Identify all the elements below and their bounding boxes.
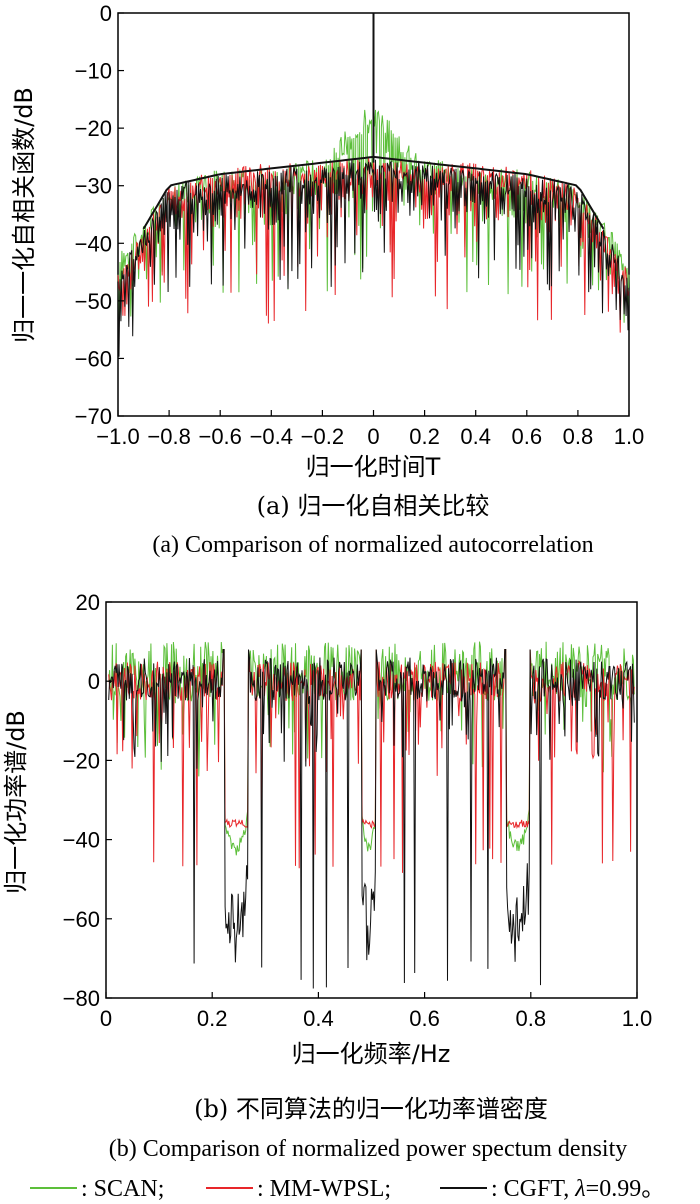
y-tick-label: −40 <box>63 828 100 853</box>
autocorrelation-chart: −1.0 −0.8 −0.6 −0.4 −0.2 0 0.2 0.4 0.6 0.8 1.0 0−1… <box>10 1 644 558</box>
x-tick-label: −0.4 <box>250 424 293 449</box>
legend-label-scan: : SCAN; <box>81 1176 164 1202</box>
x-axis-label: 归一化频率/Hz <box>292 1040 451 1068</box>
cgft-series-line <box>108 649 635 989</box>
y-tick-labels: 0 −10 −20 −30 −40 −50 −60 −70 <box>75 1 124 429</box>
y-tick-label: −10 <box>75 59 112 84</box>
y-tick-label: −30 <box>75 174 112 199</box>
y-tick-labels: 20 0 −20 −40 −60 −80 <box>63 590 112 1011</box>
cgft-series-line <box>117 159 630 357</box>
y-tick-label: −60 <box>63 907 100 932</box>
x-tick-label: 0 <box>367 424 379 449</box>
x-tick-label: −1.0 <box>96 424 139 449</box>
y-axis-label: 归一一化自相关函数/dB <box>10 87 38 343</box>
x-tick-labels: −1.0 −0.8 −0.6 −0.4 −0.2 0 0.2 0.4 0.6 0.8 1.0 <box>96 410 644 449</box>
x-tick-label: 0.4 <box>303 1006 334 1031</box>
y-tick-label: −40 <box>75 231 112 256</box>
legend-label-cgft: : CGFT, λ=0.99。 <box>491 1176 665 1202</box>
x-tick-label: 0.4 <box>460 424 491 449</box>
series-group <box>108 641 635 989</box>
caption-cn: (b) 不同算法的归一化功率谱密度 <box>194 1095 548 1123</box>
x-tick-label: 0.8 <box>563 424 594 449</box>
x-tick-label: 0.2 <box>409 424 440 449</box>
caption-en: (a) Comparison of normalized autocorrela… <box>152 532 593 558</box>
y-tick-label: 0 <box>88 669 100 694</box>
x-tick-label: −0.8 <box>147 424 190 449</box>
x-tick-label: 0.6 <box>409 1006 440 1031</box>
y-tick-label: −60 <box>75 346 112 371</box>
y-tick-label: −20 <box>75 116 112 141</box>
x-tick-label: 0.6 <box>512 424 543 449</box>
power-spectrum-chart: 0 0.2 0.4 0.6 0.8 1.0 20 0 −20 −40 −60 −80 归一化频率/H… <box>2 590 652 1162</box>
y-tick-label: 0 <box>100 1 112 26</box>
series-group <box>117 13 630 357</box>
x-tick-label: 1.0 <box>622 1006 653 1031</box>
y-axis-label: 归一化功率谱/dB <box>2 710 30 894</box>
x-tick-labels: 0 0.2 0.4 0.6 0.8 1.0 <box>100 992 652 1031</box>
caption-cn: (a) 归一化自相关比较 <box>257 492 490 520</box>
x-tick-label: 0.2 <box>197 1006 228 1031</box>
legend: : SCAN; : MM-WPSL; : CGFT, λ=0.99。 <box>30 1176 665 1202</box>
x-tick-label: −0.2 <box>301 424 344 449</box>
x-tick-label: 0 <box>100 1006 112 1031</box>
y-tick-label: 20 <box>76 590 100 615</box>
x-tick-label: −0.6 <box>198 424 241 449</box>
x-tick-label: 1.0 <box>614 424 645 449</box>
plot-frame <box>105 601 638 999</box>
x-axis-label: 归一化时间T <box>306 453 441 481</box>
y-tick-label: −50 <box>75 289 112 314</box>
caption-en: (b) Comparison of normalized power spect… <box>109 1136 628 1162</box>
legend-label-mmwpsl: : MM-WPSL; <box>257 1176 391 1202</box>
y-tick-label: −70 <box>75 404 112 429</box>
x-tick-label: 0.8 <box>516 1006 547 1031</box>
y-tick-label: −20 <box>63 748 100 773</box>
y-tick-label: −80 <box>63 986 100 1011</box>
